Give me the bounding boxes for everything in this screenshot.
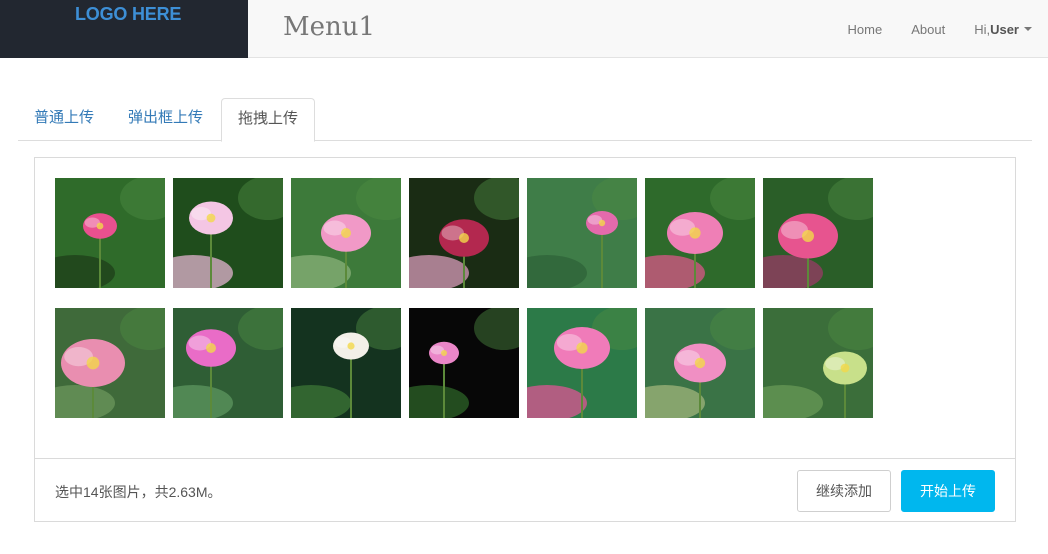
tab-normal-upload[interactable]: 普通上传 — [34, 109, 95, 126]
lotus-photo-icon — [763, 178, 873, 288]
lotus-photo-icon — [173, 308, 283, 418]
user-name: User — [990, 21, 1019, 37]
file-thumbnail[interactable] — [173, 178, 283, 288]
lotus-photo-icon — [527, 308, 637, 418]
nav-about-link[interactable]: About — [911, 21, 946, 37]
tab-drag-upload[interactable]: 拖拽上传 — [221, 98, 316, 142]
lotus-photo-icon — [291, 308, 401, 418]
lotus-photo-icon — [527, 178, 637, 288]
lotus-photo-icon — [173, 178, 283, 288]
file-thumbnail[interactable] — [291, 308, 401, 418]
uploader-statusbar: 选中14张图片，共2.63M。 继续添加 开始上传 — [35, 458, 1015, 522]
tab-popup-upload[interactable]: 弹出框上传 — [128, 109, 204, 126]
lotus-photo-icon — [409, 308, 519, 418]
lotus-photo-icon — [645, 308, 755, 418]
upload-tabs: 普通上传 弹出框上传 拖拽上传 — [18, 98, 1032, 142]
file-thumbnail[interactable] — [645, 308, 755, 418]
file-thumbnail[interactable] — [527, 308, 637, 418]
start-upload-button[interactable]: 开始上传 — [901, 470, 995, 512]
file-thumbnail[interactable] — [55, 178, 165, 288]
file-thumbnail[interactable] — [409, 308, 519, 418]
caret-down-icon — [1024, 27, 1032, 31]
upload-status-text: 选中14张图片，共2.63M。 — [55, 484, 222, 500]
uploader-panel: 选中14张图片，共2.63M。 继续添加 开始上传 — [34, 157, 1016, 522]
file-thumbnail[interactable] — [763, 178, 873, 288]
lotus-photo-icon — [291, 178, 401, 288]
file-thumbnail[interactable] — [55, 308, 165, 418]
lotus-photo-icon — [409, 178, 519, 288]
file-thumbnail[interactable] — [645, 178, 755, 288]
file-thumbnail[interactable] — [527, 178, 637, 288]
menu-title[interactable]: Menu1 — [283, 12, 376, 42]
file-thumbnail[interactable] — [173, 308, 283, 418]
logo[interactable]: LOGO HERE — [0, 0, 248, 58]
main-nav: Home About Hi, User — [819, 0, 1032, 58]
user-greeting: Hi, — [974, 21, 991, 37]
nav-home-link[interactable]: Home — [847, 21, 883, 37]
user-menu-dropdown[interactable]: Hi, User — [974, 22, 1032, 37]
logo-text: LOGO HERE — [75, 4, 182, 24]
continue-add-button[interactable]: 继续添加 — [797, 470, 891, 512]
file-thumbnail[interactable] — [291, 178, 401, 288]
lotus-photo-icon — [763, 308, 873, 418]
lotus-photo-icon — [55, 178, 165, 288]
lotus-photo-icon — [645, 178, 755, 288]
lotus-photo-icon — [55, 308, 165, 418]
file-thumbnail[interactable] — [763, 308, 873, 418]
file-thumbnail[interactable] — [409, 178, 519, 288]
top-navbar: LOGO HERE Menu1 Home About Hi, User — [0, 0, 1048, 58]
